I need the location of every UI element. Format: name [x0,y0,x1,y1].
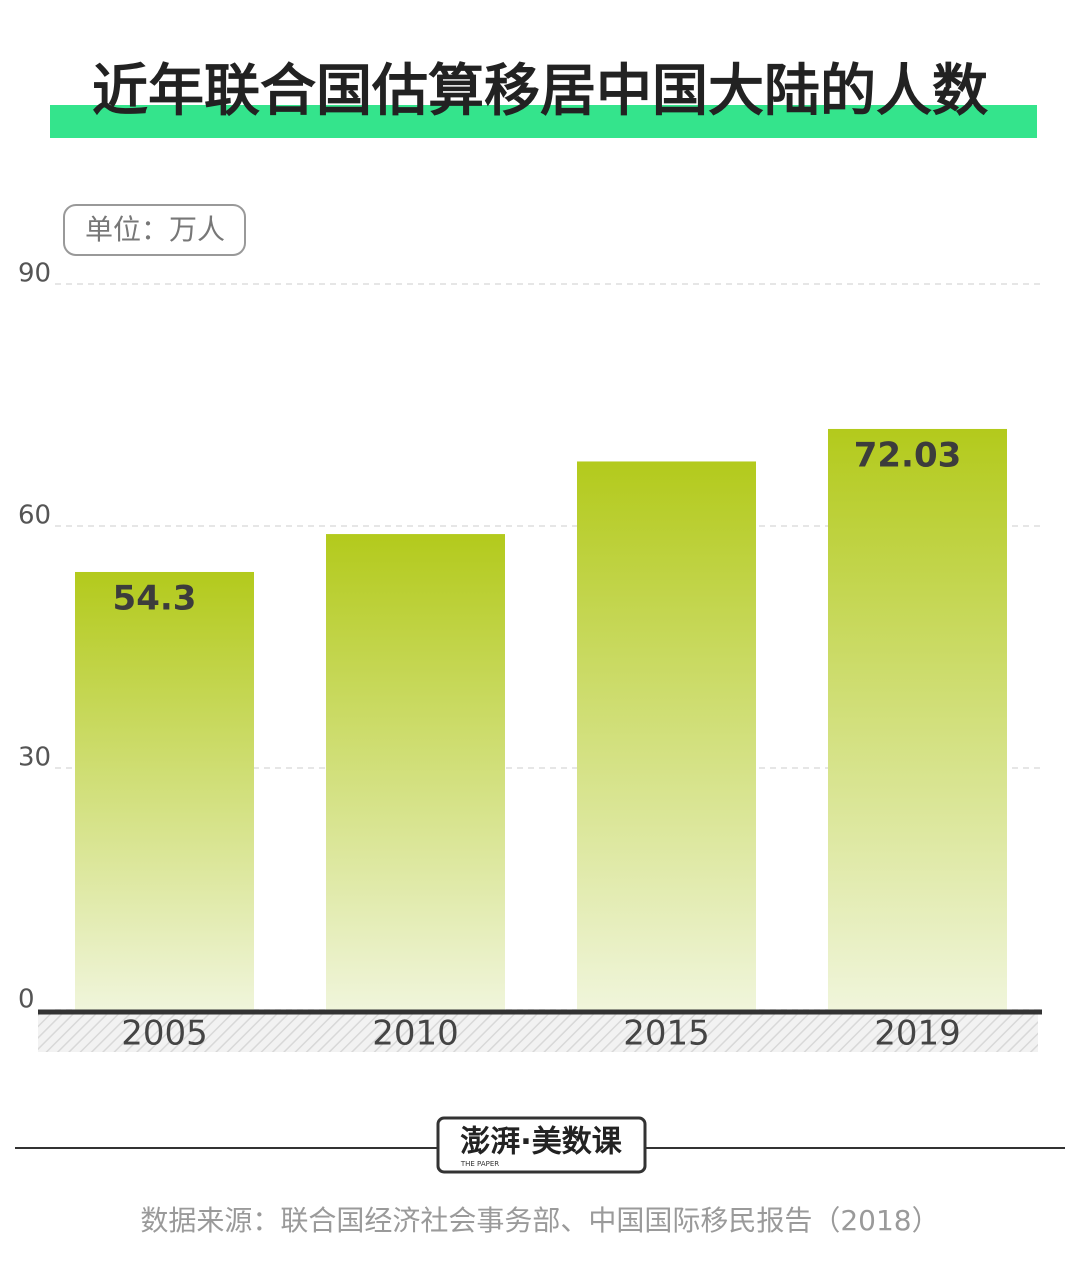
x-tick-label: 2010 [372,1014,459,1054]
logo-sub: THE PAPER [460,1160,499,1168]
x-tick-label: 2015 [623,1014,710,1054]
value-label: 72.03 [854,435,962,475]
value-label: 54.3 [113,578,197,618]
bar [75,571,254,1010]
x-tick-label: 2005 [121,1014,208,1054]
bar [828,428,1007,1010]
bar [577,461,756,1010]
x-tick-label: 2019 [874,1014,961,1054]
title-highlight [50,105,1037,138]
chart-title: 近年联合国估算移居中国大陆的人数 [92,59,988,124]
unit-box [63,204,246,256]
y-tick-label: 0 [18,985,35,1015]
y-tick-label: 60 [18,501,51,531]
bar [326,534,505,1010]
axis-band [38,1012,1038,1052]
source: 数据来源：联合国经济社会事务部、中国国际移民报告（2018） [140,1204,939,1237]
plot: 0 30 60 90 2005 54.3 2010 2015 2019 72.03 [18,259,1045,1054]
y-tick-label: 30 [18,743,51,773]
logo: 澎湃·美数课 [460,1125,622,1160]
logo-box [436,1116,647,1174]
unit-label: 单位：万人 [85,213,225,246]
y-tick-label: 90 [18,259,51,289]
